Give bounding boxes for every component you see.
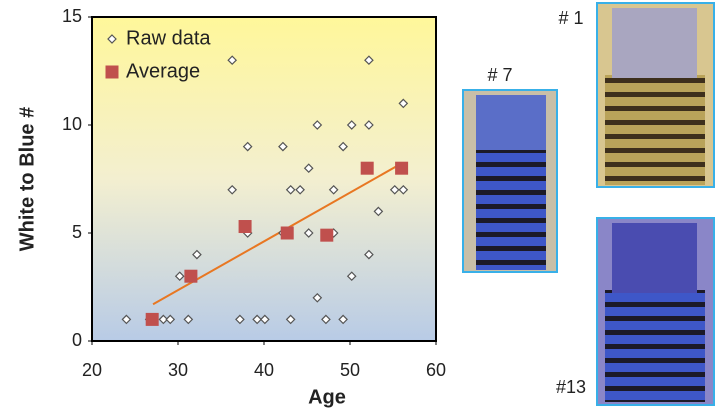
average-point bbox=[320, 229, 333, 242]
photo-13 bbox=[597, 218, 714, 405]
average-point bbox=[281, 227, 294, 240]
average-point bbox=[361, 162, 374, 175]
legend-label: Average bbox=[126, 60, 200, 82]
chart: White to Blue # Age # 7 # 1 #13 0 5 10 15 20… bbox=[0, 0, 715, 411]
photo-1 bbox=[597, 3, 714, 187]
photo-label: #13 bbox=[556, 377, 586, 397]
x-tick-label: 40 bbox=[254, 360, 274, 380]
average-point bbox=[106, 66, 119, 79]
y-tick-label: 10 bbox=[62, 114, 82, 134]
x-tick-label: 20 bbox=[82, 360, 102, 380]
page: White to Blue # Age # 7 # 1 #13 0 5 10 15 20… bbox=[0, 0, 715, 411]
y-tick-label: 15 bbox=[62, 6, 82, 26]
average-point bbox=[395, 162, 408, 175]
legend-label: Raw data bbox=[126, 27, 211, 49]
x-tick-label: 30 bbox=[168, 360, 188, 380]
average-point bbox=[239, 220, 252, 233]
x-tick-label: 60 bbox=[426, 360, 446, 380]
photo-7 bbox=[463, 90, 557, 272]
y-tick-label: 5 bbox=[72, 222, 82, 242]
y-tick-label: 0 bbox=[72, 330, 82, 350]
x-axis-label: Age bbox=[308, 386, 346, 408]
y-axis-label: White to Blue # bbox=[16, 107, 38, 251]
photo-label: # 1 bbox=[558, 8, 583, 28]
average-point bbox=[184, 270, 197, 283]
photo-label: # 7 bbox=[487, 65, 512, 85]
average-point bbox=[146, 313, 159, 326]
x-tick-label: 50 bbox=[340, 360, 360, 380]
